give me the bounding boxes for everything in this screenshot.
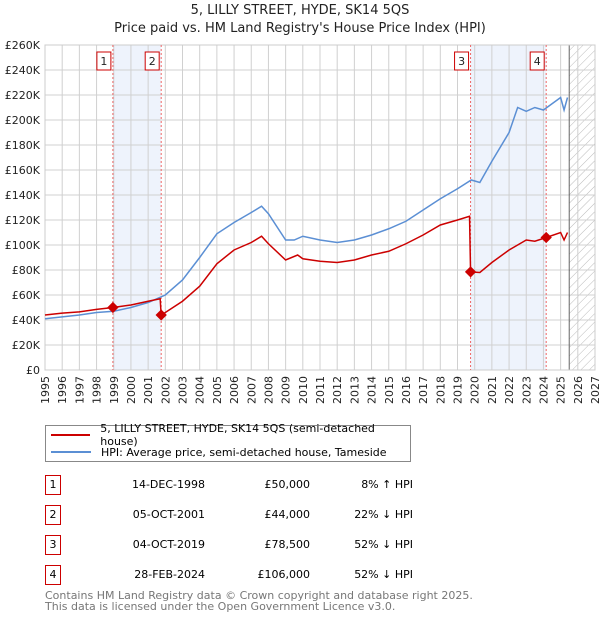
y-tick-label: £60K xyxy=(12,289,41,302)
plot-frame xyxy=(44,44,596,371)
legend-swatch-property xyxy=(51,434,91,436)
sale-label-box xyxy=(144,51,160,71)
sale-price: £44,000 xyxy=(264,508,311,521)
x-tick-label: 1998 xyxy=(91,376,104,404)
sale-number: 3 xyxy=(45,535,61,555)
sale-hpi-diff: 22% ↓ HPI xyxy=(354,508,413,521)
price-chart: 1995 1996 1997 1998 1999 2000 2001 2002 2003 2004… xyxy=(5,39,600,404)
forecast-hatch xyxy=(569,45,595,370)
chart-title: 5, LILLY STREET, HYDE, SK14 5QS xyxy=(190,3,410,18)
x-tick-label: 2027 xyxy=(589,376,600,404)
x-tick-label: 2013 xyxy=(348,376,361,404)
sale-label: 1 xyxy=(100,55,107,68)
x-tick-label: 2006 xyxy=(228,376,241,404)
sale-price: £50,000 xyxy=(264,478,311,491)
y-tick-label: £240K xyxy=(5,64,41,77)
x-tick-label: 2004 xyxy=(194,376,207,404)
x-tick-label: 2005 xyxy=(211,376,224,404)
y-tick-label: £160K xyxy=(5,164,41,177)
x-tick-label: 2008 xyxy=(262,376,275,404)
x-tick-label: 2000 xyxy=(125,376,138,404)
sale-hpi-diff: 8% ↑ HPI xyxy=(361,478,413,491)
y-tick-label: £80K xyxy=(12,264,41,277)
x-tick-label: 2001 xyxy=(142,376,155,404)
sale-label-box xyxy=(529,51,545,71)
shaded-period xyxy=(112,45,162,370)
chart-subtitle: Price paid vs. HM Land Registry's House … xyxy=(114,21,486,36)
x-tick-label: 1995 xyxy=(39,376,52,404)
y-tick-label: £0 xyxy=(26,364,40,377)
sale-date: 14-DEC-1998 xyxy=(131,478,205,491)
y-tick-label: £200K xyxy=(5,114,41,127)
x-tick-label: 2011 xyxy=(314,376,327,404)
sale-date: 28-FEB-2024 xyxy=(134,568,205,581)
y-tick-label: £100K xyxy=(5,239,41,252)
x-tick-label: 2015 xyxy=(383,376,396,404)
x-tick-label: 2025 xyxy=(555,376,568,404)
sale-marker xyxy=(155,309,167,321)
sale-price: £106,000 xyxy=(257,568,311,581)
sale-date: 04-OCT-2019 xyxy=(132,538,205,551)
x-tick-label: 2016 xyxy=(400,376,413,404)
x-tick-label: 2007 xyxy=(245,376,258,404)
x-tick-label: 2002 xyxy=(159,376,172,404)
footer-licence: This data is licensed under the Open Gov… xyxy=(45,600,396,613)
legend-swatch-hpi xyxy=(51,451,91,453)
x-tick-label: 2010 xyxy=(297,376,310,404)
x-tick-label: 2019 xyxy=(452,376,465,404)
x-tick-label: 2018 xyxy=(434,376,447,404)
sale-hpi-diff: 52% ↓ HPI xyxy=(354,538,413,551)
sale-label: 3 xyxy=(458,55,465,68)
footer-copyright: Contains HM Land Registry data © Crown c… xyxy=(45,589,473,602)
x-tick-label: 2024 xyxy=(537,376,550,404)
x-tick-label: 1999 xyxy=(108,376,121,404)
x-tick-label: 2003 xyxy=(177,376,190,404)
x-tick-label: 2021 xyxy=(486,376,499,404)
sale-number: 2 xyxy=(45,505,61,525)
y-tick-label: £180K xyxy=(5,139,41,152)
sale-row: 3 04-OCT-2019 £78,500 52% ↓ HPI xyxy=(45,535,445,555)
x-tick-label: 1996 xyxy=(56,376,69,404)
sale-row: 2 05-OCT-2001 £44,000 22% ↓ HPI xyxy=(45,505,445,525)
legend: 5, LILLY STREET, HYDE, SK14 5QS (semi-de… xyxy=(45,422,411,462)
sale-label-box xyxy=(96,51,112,71)
legend-label-property: 5, LILLY STREET, HYDE, SK14 5QS (semi-de… xyxy=(100,422,375,448)
sale-marker xyxy=(464,266,477,278)
sale-price: £78,500 xyxy=(264,538,311,551)
y-tick-label: £40K xyxy=(12,314,41,327)
y-tick-label: £120K xyxy=(5,214,41,227)
sale-label: 2 xyxy=(149,55,156,68)
y-tick-label: £20K xyxy=(12,339,41,352)
y-tick-label: £260K xyxy=(5,39,41,52)
shaded-period xyxy=(470,45,547,370)
sale-row: 4 28-FEB-2024 £106,000 52% ↓ HPI xyxy=(45,565,445,585)
x-tick-label: 1997 xyxy=(73,376,86,404)
sale-label: 4 xyxy=(534,55,541,68)
sale-date: 05-OCT-2001 xyxy=(132,508,205,521)
x-tick-label: 2023 xyxy=(520,376,533,404)
sale-number: 1 xyxy=(45,475,61,495)
sale-label-box xyxy=(454,51,470,71)
series-line xyxy=(44,215,569,317)
x-tick-label: 2026 xyxy=(572,376,585,404)
x-tick-label: 2014 xyxy=(366,376,379,404)
x-tick-label: 2017 xyxy=(417,376,430,404)
sale-hpi-diff: 52% ↓ HPI xyxy=(354,568,413,581)
y-tick-label: £220K xyxy=(5,89,41,102)
legend-label-hpi: HPI: Average price, semi-detached house,… xyxy=(101,445,387,459)
sale-marker xyxy=(540,231,552,244)
sale-number: 4 xyxy=(45,565,61,585)
x-tick-label: 2012 xyxy=(331,376,344,404)
y-tick-label: £140K xyxy=(5,189,41,202)
sale-row: 1 14-DEC-1998 £50,000 8% ↑ HPI xyxy=(45,475,445,495)
x-tick-label: 2020 xyxy=(469,376,482,404)
x-tick-label: 2022 xyxy=(503,376,516,404)
x-tick-label: 2009 xyxy=(280,376,293,404)
